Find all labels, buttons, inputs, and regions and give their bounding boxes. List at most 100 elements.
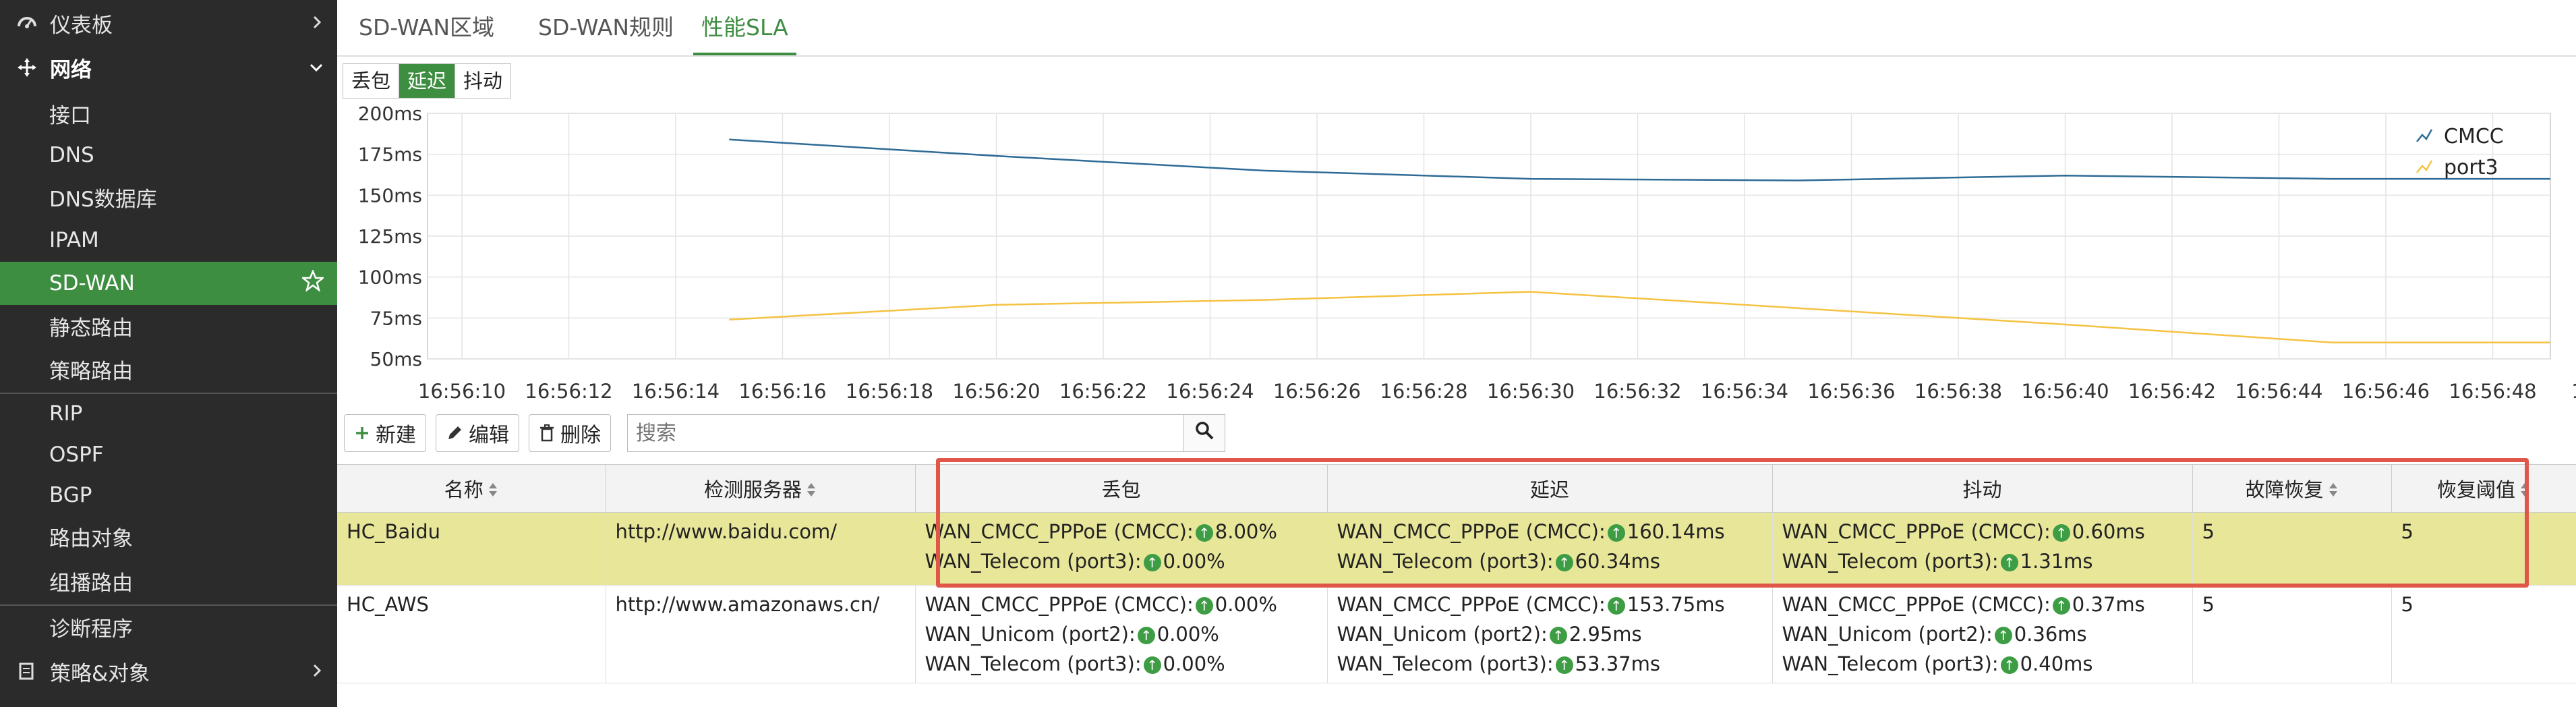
metric-label: WAN_CMCC_PPPoE (CMCC): [925,593,1194,616]
sidebar-item-static-routes[interactable]: 静态路由 [0,305,337,347]
star-icon[interactable] [300,268,326,297]
x-tick-label: 16:56:46 [2342,380,2430,403]
metric-line: WAN_Telecom (port3): ↑ 0.40ms [1782,649,2183,679]
metric-line: WAN_Unicom (port2): ↑ 0.36ms [1782,619,2183,649]
legend-swatch [2416,160,2433,173]
column-header-label: 延迟 [1529,478,1569,501]
sort-icon[interactable] [2519,480,2530,503]
legend-label: CMCC [2444,125,2504,148]
column-header-server[interactable]: 检测服务器 [606,464,916,513]
metric-value: 8.00% [1214,520,1277,543]
metric-label: WAN_Telecom (port3): [925,652,1142,675]
sidebar-item-label: 策略路由 [49,359,133,384]
sidebar-item-label: RIP [49,401,83,426]
metric-value: 0.36ms [2014,623,2087,646]
column-header-label: 丢包 [1101,478,1141,501]
delete-button-label: 删除 [560,424,601,447]
tab-performance-sla[interactable]: 性能SLA [693,0,796,55]
metric-value: 0.00% [1163,550,1225,573]
metric-line: WAN_Telecom (port3): ↑ 1.31ms [1782,546,2183,576]
metric-jitter-button[interactable]: 抖动 [455,64,511,98]
sidebar-item-ospf[interactable]: OSPF [0,434,337,475]
sidebar-item-label: 接口 [49,103,91,128]
y-tick-label: 75ms [370,307,423,329]
sidebar-item-interfaces[interactable]: 接口 [0,93,337,134]
column-header-name[interactable]: 名称 [337,464,606,513]
x-tick-label: 16:56:32 [1593,380,1681,403]
new-button[interactable]: 新建 [344,414,426,452]
sidebar-item-label: SD-WAN [49,271,135,295]
sidebar-item-diagnostics[interactable]: 诊断程序 [0,606,337,648]
y-tick-label: 100ms [358,266,422,289]
metric-label: WAN_Telecom (port3): [1782,550,1999,573]
legend-swatch [2416,129,2433,142]
arrow-up-icon: ↑ [2000,656,2018,674]
y-tick-label: 125ms [358,225,422,248]
sidebar-item-ipam[interactable]: IPAM [0,220,337,260]
edit-button-label: 编辑 [469,424,509,447]
sidebar-item-rip[interactable]: RIP [0,394,337,433]
pencil-icon [446,424,463,442]
metric-line: WAN_CMCC_PPPoE (CMCC): ↑ 0.60ms [1782,517,2183,546]
new-button-label: 新建 [376,424,416,447]
y-tick-label: 150ms [358,184,422,206]
arrow-up-icon: ↑ [1143,656,1161,674]
x-tick-label: 16:56 [2571,380,2576,403]
sidebar-item-policy-routes[interactable]: 策略路由 [0,348,337,390]
metric-packet-loss-button[interactable]: 丢包 [343,64,400,98]
metric-line: WAN_Telecom (port3): ↑ 0.00% [925,546,1318,576]
table-row[interactable]: HC_Baidu http://www.baidu.com/ WAN_CMCC_… [337,512,2576,586]
delete-button[interactable]: 删除 [529,414,611,452]
table-row[interactable]: HC_AWS http://www.amazonaws.cn/ WAN_CMCC… [337,585,2576,683]
metric-latency-button[interactable]: 延迟 [399,64,456,98]
metric-line: WAN_Telecom (port3): ↑ 53.37ms [1337,649,1763,679]
table-header-row: 名称 检测服务器 丢包 延迟 抖动 故障恢复 恢复阈值 [337,464,2576,513]
sidebar-item-network[interactable]: 网络 [0,46,337,89]
series-line-cmcc [729,138,2550,181]
sidebar-item-policy-objects[interactable]: 策略&对象 [0,649,337,694]
search-input[interactable] [628,415,1183,451]
arrow-up-icon: ↑ [1195,597,1213,615]
metric-value: 160.14ms [1627,520,1725,543]
toolbar: 新建 编辑 删除 [344,413,1225,453]
metric-line: WAN_CMCC_PPPoE (CMCC): ↑ 0.37ms [1782,590,2183,619]
metric-label: WAN_Unicom (port2): [925,623,1136,646]
dashboard-icon [15,11,39,35]
search-button[interactable] [1183,415,1225,451]
metric-line: WAN_CMCC_PPPoE (CMCC): ↑ 153.75ms [1337,590,1763,619]
sidebar-item-label: OSPF [49,443,104,467]
sidebar-item-label: 组播路由 [49,571,133,596]
metric-line: WAN_Unicom (port2): ↑ 0.00% [925,619,1318,649]
edit-button[interactable]: 编辑 [436,414,519,452]
sidebar-item-sd-wan[interactable]: SD-WAN [0,262,337,305]
sidebar-item-dns[interactable]: DNS [0,135,337,175]
metric-value: 0.37ms [2072,593,2145,616]
arrow-up-icon: ↑ [1137,627,1155,644]
cell-latency: WAN_CMCC_PPPoE (CMCC): ↑ 160.14ms WAN_Tele… [1327,512,1773,586]
column-header-recovery[interactable]: 恢复阈值 [2391,464,2576,513]
x-tick-label: 16:56:42 [2128,380,2216,403]
metric-value: 0.40ms [2020,652,2093,675]
sidebar-item-label: 路由对象 [49,526,133,551]
network-icon [15,55,39,80]
sidebar-item-label: BGP [49,483,92,507]
cell-jitter: WAN_CMCC_PPPoE (CMCC): ↑ 0.60ms WAN_Teleco… [1772,512,2193,586]
sidebar-item-multicast[interactable]: 组播路由 [0,560,337,602]
latency-chart-svg: 200ms 175ms 150ms 125ms 100ms 75ms 50ms 16:56:… [358,103,2576,403]
metric-value: 53.37ms [1575,652,1660,675]
metric-label: WAN_Telecom (port3): [925,550,1142,573]
tab-sd-wan-rules[interactable]: SD-WAN规则 [538,14,674,40]
tab-sd-wan-zones[interactable]: SD-WAN区域 [359,14,495,40]
sidebar-item-bgp[interactable]: BGP [0,475,337,515]
sidebar-item-routing-objects[interactable]: 路由对象 [0,515,337,557]
metric-label: WAN_Telecom (port3): [1337,550,1554,573]
sidebar-item-dashboard[interactable]: 仪表板 [0,0,337,46]
x-tick-label: 16:56:34 [1701,380,1788,403]
sidebar-item-dns-database[interactable]: DNS数据库 [0,177,337,217]
metric-label: WAN_CMCC_PPPoE (CMCC): [1782,593,2051,616]
sort-icon[interactable] [488,480,498,503]
sort-icon[interactable] [2328,480,2339,503]
column-header-failure[interactable]: 故障恢复 [2192,464,2392,513]
cell-server: http://www.amazonaws.cn/ [606,585,916,683]
sort-icon[interactable] [806,480,817,503]
